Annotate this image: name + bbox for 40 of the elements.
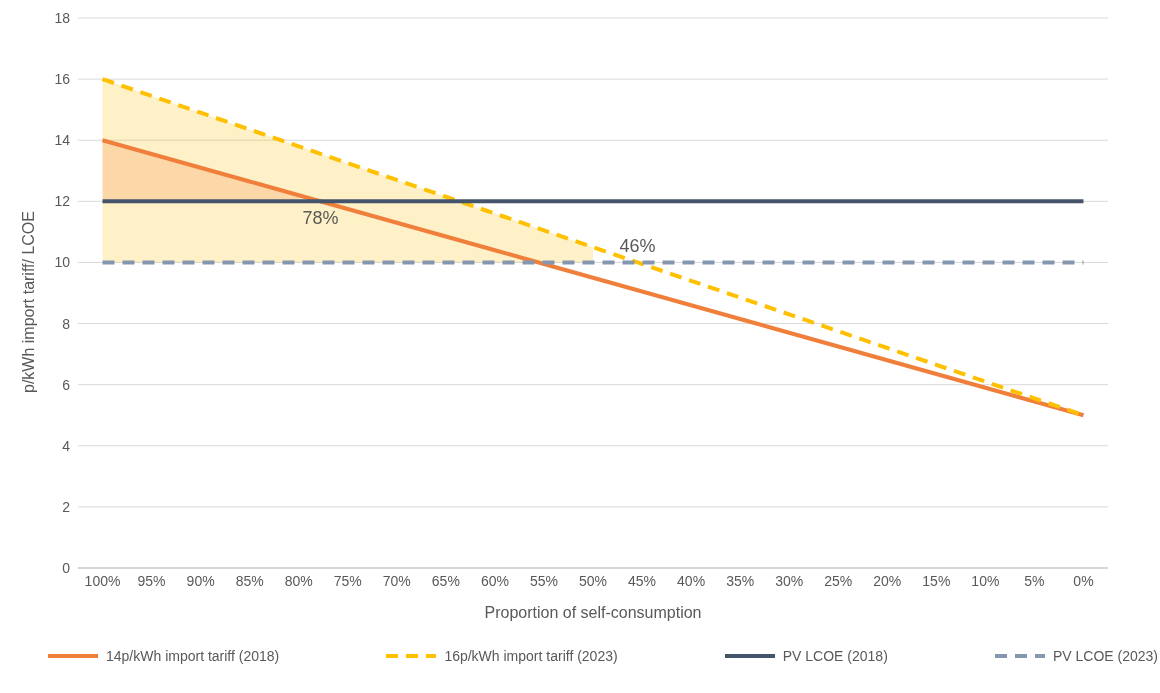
y-tick-label: 2	[62, 498, 71, 515]
y-tick-label: 16	[54, 71, 71, 88]
x-tick-label: 70%	[382, 572, 411, 589]
x-tick-label: 75%	[333, 572, 362, 589]
y-tick-label: 8	[62, 315, 71, 332]
x-tick-label: 85%	[235, 572, 264, 589]
x-tick-label: 45%	[628, 572, 657, 589]
y-tick-label: 18	[54, 9, 71, 26]
x-tick-label: 65%	[431, 572, 460, 589]
x-tick-label: 30%	[775, 572, 804, 589]
legend-label: PV LCOE (2018)	[782, 648, 888, 664]
y-tick-label: 10	[54, 254, 71, 271]
x-tick-label: 0%	[1073, 572, 1094, 589]
x-tick-label: 15%	[922, 572, 951, 589]
y-tick-label: 4	[62, 437, 71, 454]
line-series	[100, 138, 1086, 418]
x-tick-label: 60%	[480, 572, 509, 589]
x-tick-label: 100%	[84, 572, 121, 589]
y-tick-label: 6	[62, 376, 71, 393]
x-tick-label: 50%	[578, 572, 608, 589]
x-tick-label: 35%	[726, 572, 755, 589]
x-tick-label: 20%	[873, 572, 902, 589]
legend-label: 14p/kWh import tariff (2018)	[106, 648, 280, 664]
x-tick-label: 10%	[971, 572, 1000, 589]
y-axis-title: p/kWh import tariff/ LCOE	[19, 211, 37, 393]
x-tick-label: 95%	[137, 572, 166, 589]
x-tick-label: 40%	[677, 572, 706, 589]
x-tick-label: 90%	[186, 572, 215, 589]
x-tick-label: 25%	[824, 572, 853, 589]
x-tick-label: 80%	[284, 572, 313, 589]
legend-label: 16p/kWh import tariff (2023)	[444, 648, 618, 664]
x-tick-label: 5%	[1024, 572, 1045, 589]
annotation: 46%	[619, 236, 656, 257]
legend-label: PV LCOE (2023)	[1052, 648, 1158, 664]
x-tick-label: 55%	[529, 572, 558, 589]
y-tick-label: 0	[62, 559, 71, 576]
x-axis-title: Proportion of self-consumption	[484, 604, 702, 621]
y-tick-label: 14	[54, 132, 71, 149]
annotation: 78%	[302, 208, 339, 229]
y-tick-label: 12	[54, 193, 71, 210]
